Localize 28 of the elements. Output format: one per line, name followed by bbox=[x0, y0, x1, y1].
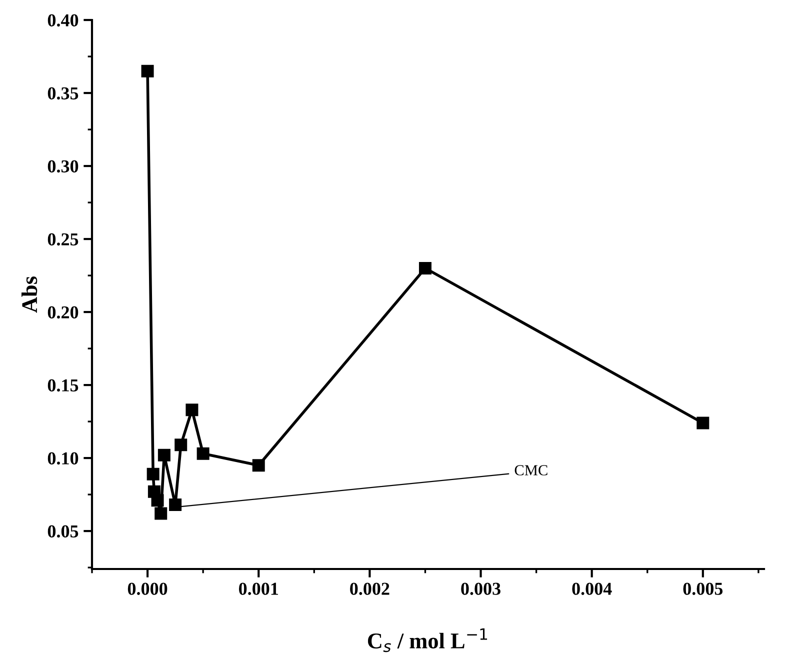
x-tick-label: 0.004 bbox=[572, 582, 612, 595]
point bbox=[146, 468, 160, 480]
y-axis-title: Abs bbox=[22, 276, 38, 313]
point bbox=[158, 448, 170, 462]
point bbox=[252, 459, 265, 472]
point bbox=[418, 262, 432, 274]
x-tick-label: 0.001 bbox=[238, 582, 278, 595]
point bbox=[196, 447, 210, 460]
x-tick-label: 0.002 bbox=[350, 582, 390, 595]
x-tick-label: 0.003 bbox=[461, 582, 500, 595]
y-tick-label: 0.30 bbox=[48, 160, 78, 173]
point bbox=[151, 494, 164, 507]
x-tick-label: 0.005 bbox=[683, 582, 723, 595]
point bbox=[174, 438, 188, 452]
y-tick-label: 0.40 bbox=[48, 14, 78, 27]
y-tick-label: 0.25 bbox=[48, 233, 78, 246]
y-tick-label: 0.05 bbox=[48, 525, 78, 538]
point bbox=[186, 404, 198, 416]
y-tick-label: 0.35 bbox=[48, 87, 78, 100]
point bbox=[141, 64, 154, 78]
point bbox=[154, 507, 168, 520]
x-axis-title: C$_{s}$ / mol L$^{−1}$ bbox=[368, 628, 488, 652]
point bbox=[696, 416, 710, 430]
x-tick-label: 0.000 bbox=[128, 582, 168, 595]
y-tick-label: 0.20 bbox=[48, 306, 78, 319]
y-tick-label: 0.15 bbox=[48, 379, 78, 392]
annotation: CMC bbox=[514, 465, 548, 476]
y-tick-label: 0.10 bbox=[48, 452, 78, 465]
